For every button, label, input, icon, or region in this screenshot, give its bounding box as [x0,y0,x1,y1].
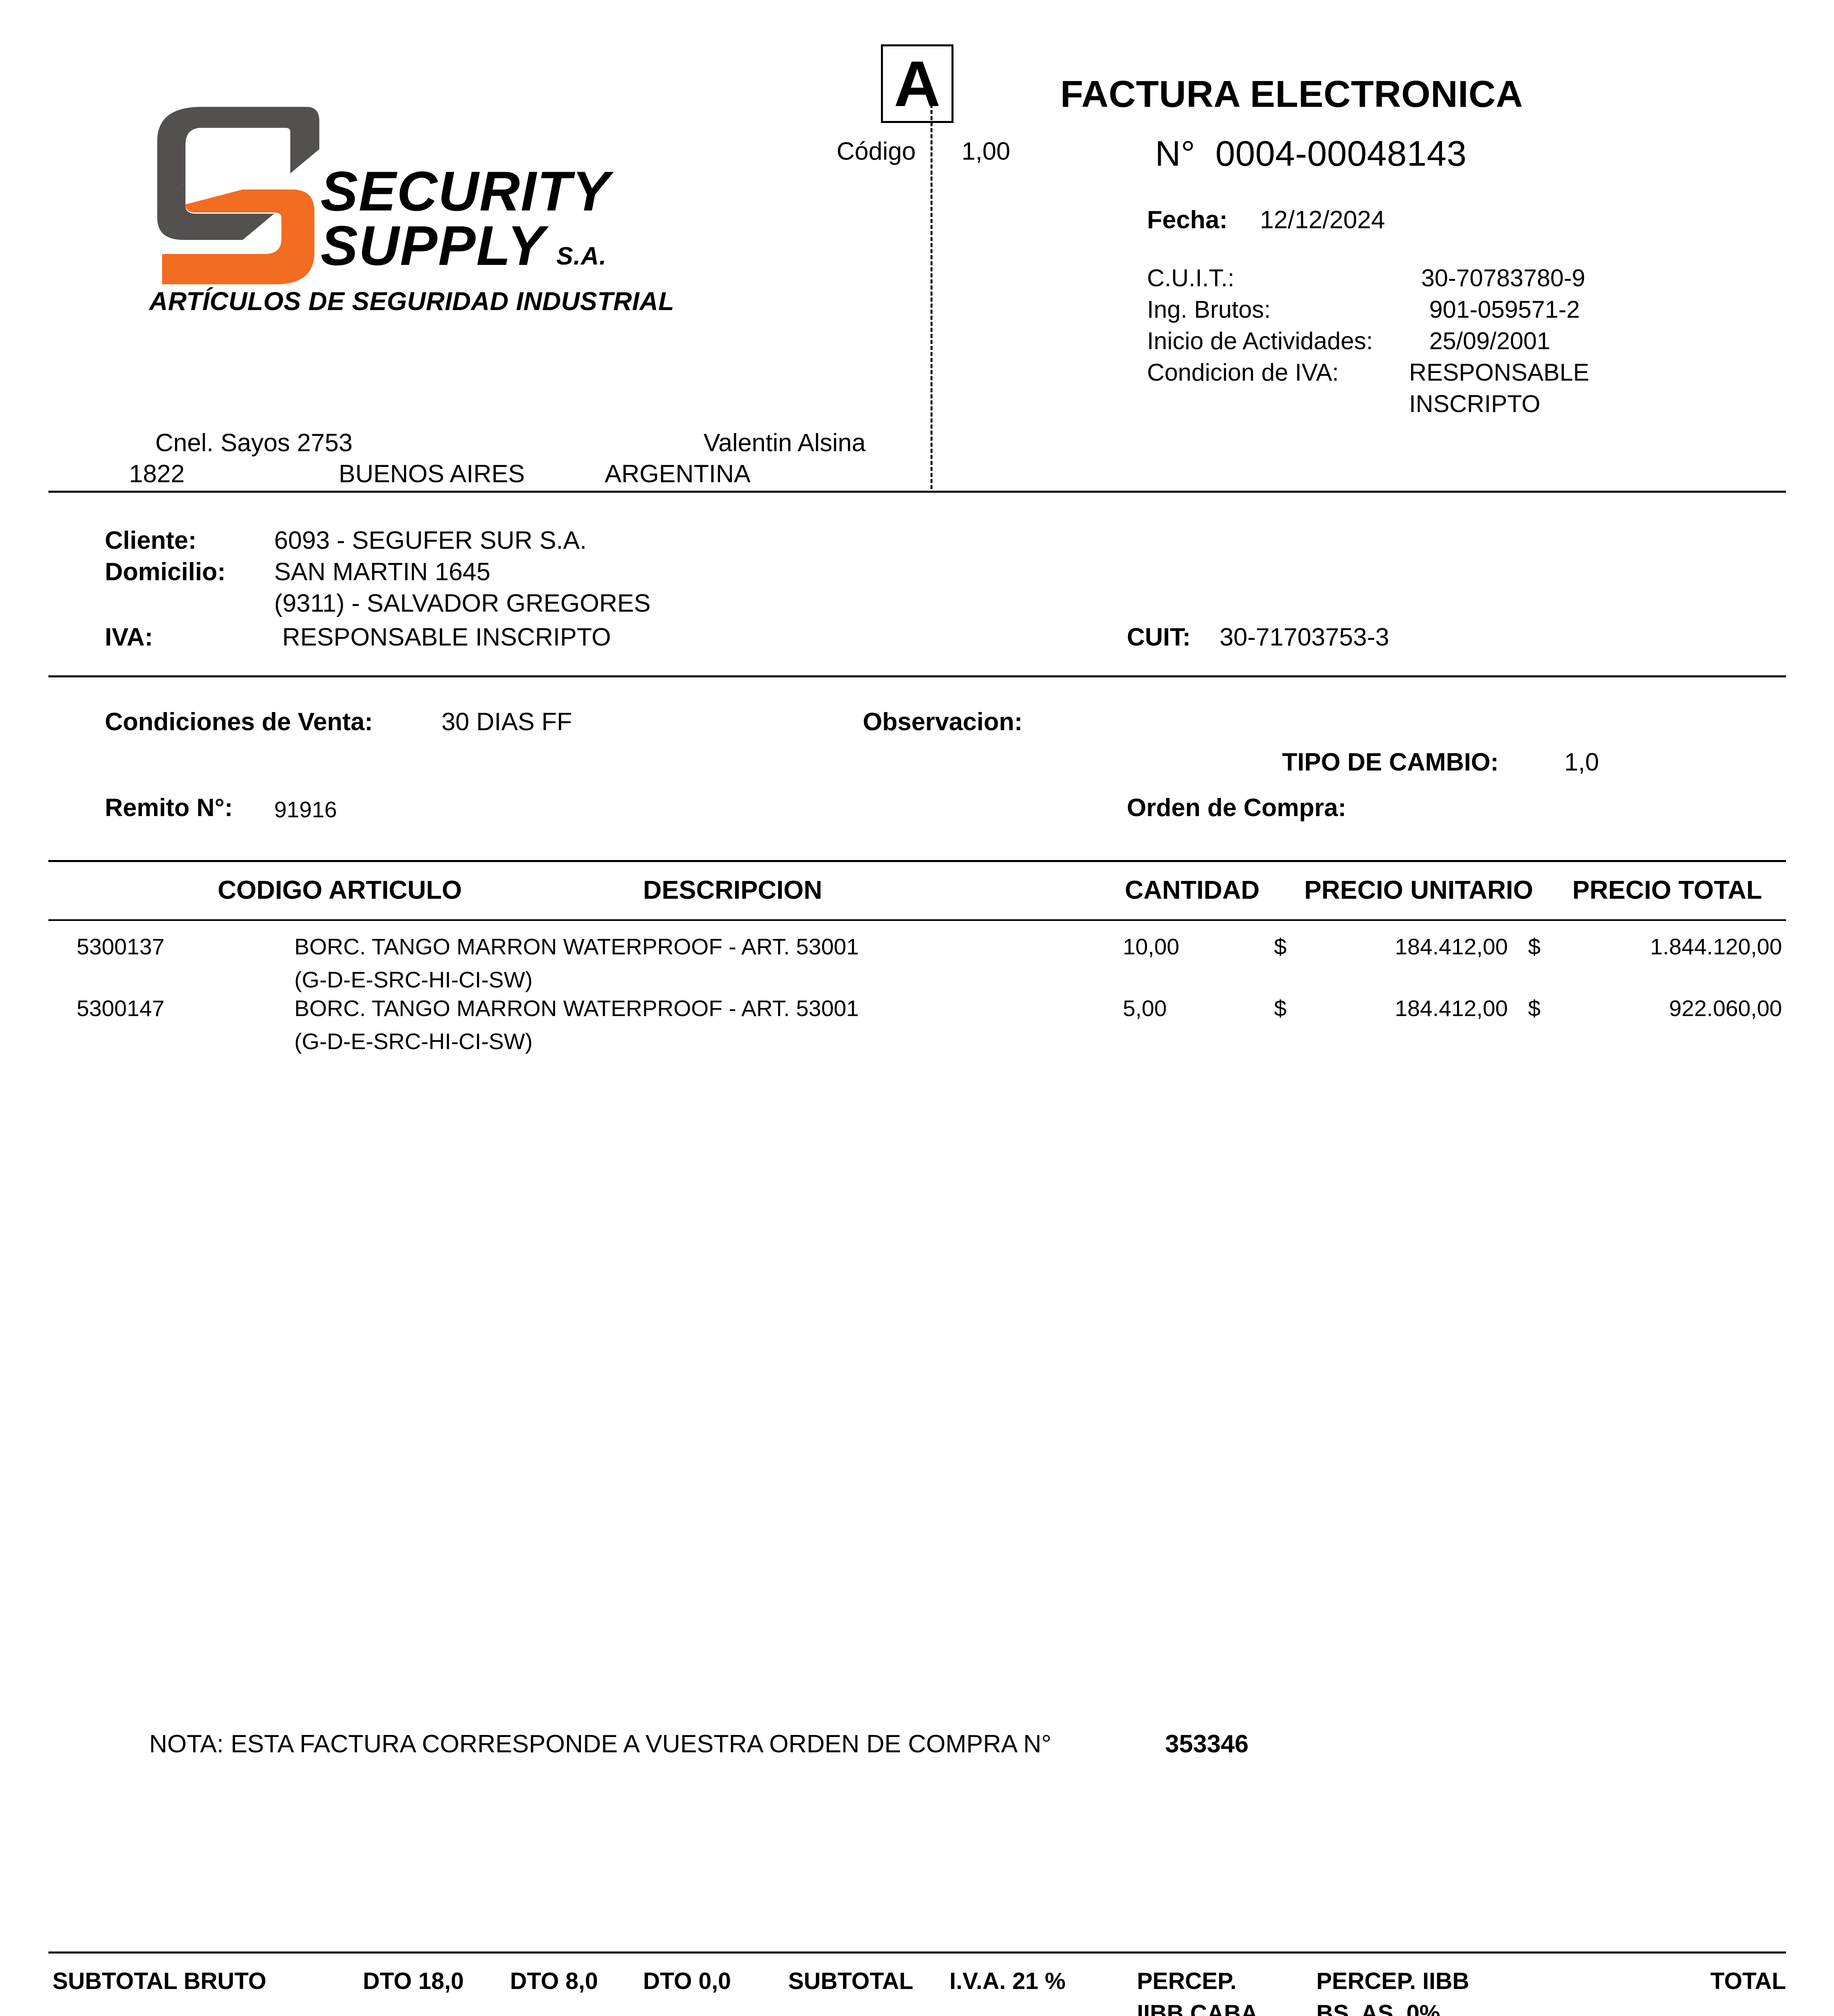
row-precio-total: 922.060,00 [1669,996,1782,1021]
invoice-letter-box: A [881,44,953,123]
total-header-percep-caba-l1: PERCEP. [1137,1968,1237,1994]
issuer-address-zip: 1822 [129,460,185,488]
tipo-cambio-value: 1,0 [1564,748,1599,776]
invoice-number-prefix: N° [1155,133,1195,173]
logo-text-supply: SUPPLY [321,215,545,277]
fecha-label: Fecha: [1147,206,1228,234]
issuer-cuit-label: C.U.I.T.: [1147,264,1234,292]
issuer-inicio-label: Inicio de Actividades: [1147,327,1373,354]
total-header-percep-bsas-l2: BS. AS. 0% [1316,2000,1441,2016]
header-vertical-divider [931,104,933,489]
customer-cuit-value: 30-71703753-3 [1220,623,1389,651]
row-currency-unit: $ [1274,934,1287,959]
nota-orden-compra-number: 353346 [1165,1730,1249,1758]
tipo-cambio-label: TIPO DE CAMBIO: [1282,748,1499,776]
codigo-label: Código [837,137,916,165]
issuer-condicion-iva-label: Condicion de IVA: [1147,359,1339,386]
total-header-subtotal: SUBTOTAL [788,1968,914,1994]
company-logo: SECURITY SUPPLY S.A. ARTÍCULOS DE SEGURI… [149,103,710,316]
divider-totals-top [48,1951,1786,1954]
total-header-dto-18: DTO 18,0 [363,1968,464,1994]
issuer-address-locality: Valentin Alsina [704,429,866,457]
total-header-percep-bsas-l1: PERCEP. IIBB [1316,1968,1470,1994]
observacion-label: Observacion: [863,708,1023,736]
row-precio-total: 1.844.120,00 [1650,934,1782,959]
total-header-total: TOTAL [1710,1968,1786,1994]
codigo-value: 1,00 [962,137,1010,165]
row-codigo: 5300147 [77,996,165,1021]
column-header-codigo: CODIGO ARTICULO [218,875,462,904]
row-descripcion-line1: BORC. TANGO MARRON WATERPROOF - ART. 530… [294,934,859,959]
logo-tagline: ARTÍCULOS DE SEGURIDAD INDUSTRIAL [149,287,674,316]
issuer-inicio-value: 25/09/2001 [1429,327,1551,354]
issuer-address-province: BUENOS AIRES [339,460,525,488]
page-title: FACTURA ELECTRONICA [1060,73,1523,115]
security-supply-logo-icon [157,107,319,284]
row-codigo: 5300137 [77,934,165,959]
issuer-address-country: ARGENTINA [605,460,751,488]
issuer-condicion-iva-value: RESPONSABLE [1409,359,1589,386]
divider-issuer [48,491,1786,493]
domicilio-line2: (9311) - SALVADOR GREGORES [274,589,651,617]
customer-cuit-label: CUIT: [1127,623,1191,651]
issuer-cuit-value: 30-70783780-9 [1421,264,1586,292]
iva-value: RESPONSABLE INSCRIPTO [282,623,611,651]
divider-items-header [48,919,1786,921]
logo-text-security: SECURITY [321,160,610,223]
issuer-ingbrutos-value: 901-059571-2 [1429,296,1580,323]
domicilio-label: Domicilio: [105,558,226,586]
row-cantidad: 10,00 [1123,934,1180,959]
logo-text-sa: S.A. [556,242,607,270]
column-header-descripcion: DESCRIPCION [643,875,822,904]
remito-value: 91916 [274,797,337,822]
fecha-value: 12/12/2024 [1260,206,1385,234]
total-header-subtotal-bruto: SUBTOTAL BRUTO [52,1968,266,1994]
invoice-number-value: 0004-00048143 [1215,133,1467,173]
row-descripcion-line2: (G-D-E-SRC-HI-CI-SW) [294,967,533,992]
total-header-iva: I.V.A. 21 % [949,1968,1066,1994]
domicilio-line1: SAN MARTIN 1645 [274,558,491,586]
invoice-letter: A [894,47,941,120]
row-cantidad: 5,00 [1123,996,1167,1021]
issuer-condicion-iva-value-2: INSCRIPTO [1409,390,1540,417]
total-header-percep-caba-l2: IIBB CABA [1137,2000,1258,2016]
row-precio-unitario: 184.412,00 [1395,934,1508,959]
row-descripcion-line1: BORC. TANGO MARRON WATERPROOF - ART. 530… [294,996,859,1021]
nota-text: NOTA: ESTA FACTURA CORRESPONDE A VUESTRA… [149,1730,1051,1758]
iva-label: IVA: [105,623,153,651]
invoice-number: N° 0004-00048143 [1155,133,1467,174]
cliente-label: Cliente: [105,527,197,554]
row-currency-unit: $ [1274,996,1287,1021]
row-descripcion-line2: (G-D-E-SRC-HI-CI-SW) [294,1029,533,1054]
condiciones-venta-value: 30 DIAS FF [441,708,572,736]
row-currency-total: $ [1528,934,1541,959]
total-header-dto-8: DTO 8,0 [510,1968,598,1994]
column-header-cantidad: CANTIDAD [1125,875,1260,904]
row-precio-unitario: 184.412,00 [1395,996,1508,1021]
issuer-address-street: Cnel. Sayos 2753 [155,429,353,457]
cliente-value: 6093 - SEGUFER SUR S.A. [274,527,587,554]
condiciones-venta-label: Condiciones de Venta: [105,708,373,736]
issuer-ingbrutos-label: Ing. Brutos: [1147,296,1271,323]
divider-customer [48,675,1786,677]
total-header-dto-0: DTO 0,0 [643,1968,731,1994]
column-header-precio-unitario: PRECIO UNITARIO [1304,875,1533,904]
orden-compra-label: Orden de Compra: [1127,794,1347,822]
column-header-precio-total: PRECIO TOTAL [1572,875,1762,904]
row-currency-total: $ [1528,996,1541,1021]
divider-items-top [48,860,1786,862]
remito-label: Remito N°: [105,794,233,822]
